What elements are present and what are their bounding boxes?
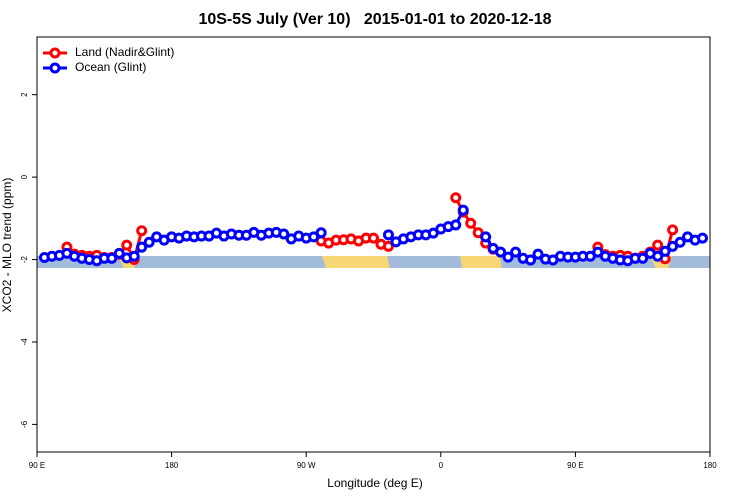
data-point <box>315 227 327 239</box>
data-point <box>659 245 671 257</box>
y-tick-label: -2 <box>20 255 29 263</box>
land-strip <box>322 256 390 268</box>
data-point <box>143 236 155 248</box>
data-point <box>128 250 140 262</box>
data-point <box>278 228 290 240</box>
data-point <box>697 232 709 244</box>
y-tick-label: -4 <box>20 338 29 346</box>
legend-marker <box>49 47 61 59</box>
data-point <box>465 217 477 229</box>
y-axis-label: XCO2 - MLO trend (ppm) <box>0 178 14 313</box>
y-tick-label: -6 <box>20 420 29 428</box>
data-point <box>637 252 649 264</box>
x-tick-label: 90 E <box>567 461 583 470</box>
y-tick-label: 0 <box>20 174 29 179</box>
data-point <box>495 246 507 258</box>
data-point <box>113 247 125 259</box>
legend-label: Land (Nadir&Glint) <box>75 45 174 59</box>
data-point <box>510 246 522 258</box>
land-strip <box>460 256 502 268</box>
x-tick-label: 90 W <box>297 461 316 470</box>
data-point <box>136 241 148 253</box>
data-point <box>450 192 462 204</box>
legend-marker <box>49 62 61 74</box>
data-point <box>457 204 469 216</box>
data-point <box>106 252 118 264</box>
plot-frame <box>36 36 711 453</box>
data-point <box>667 224 679 236</box>
data-point <box>532 248 544 260</box>
data-point <box>525 254 537 266</box>
data-point <box>652 239 664 251</box>
data-point <box>450 219 462 231</box>
x-axis-label: Longitude (deg E) <box>327 476 422 490</box>
chart-title: 10S-5S July (Ver 10) 2015-01-01 to 2020-… <box>198 11 551 28</box>
x-tick-label: 180 <box>703 461 717 470</box>
data-point <box>136 225 148 237</box>
data-point <box>382 240 394 252</box>
x-tick-label: 90 E <box>29 461 45 470</box>
data-point <box>121 239 133 251</box>
data-point <box>368 232 379 244</box>
legend-label: Ocean (Glint) <box>75 60 146 74</box>
y-tick-label: 2 <box>20 92 29 97</box>
x-tick-label: 180 <box>165 461 179 470</box>
x-tick-label: 0 <box>439 461 444 470</box>
data-point <box>382 229 394 241</box>
data-point <box>502 251 514 263</box>
data-point <box>674 236 686 248</box>
data-point <box>480 231 492 243</box>
data-point <box>652 250 664 262</box>
